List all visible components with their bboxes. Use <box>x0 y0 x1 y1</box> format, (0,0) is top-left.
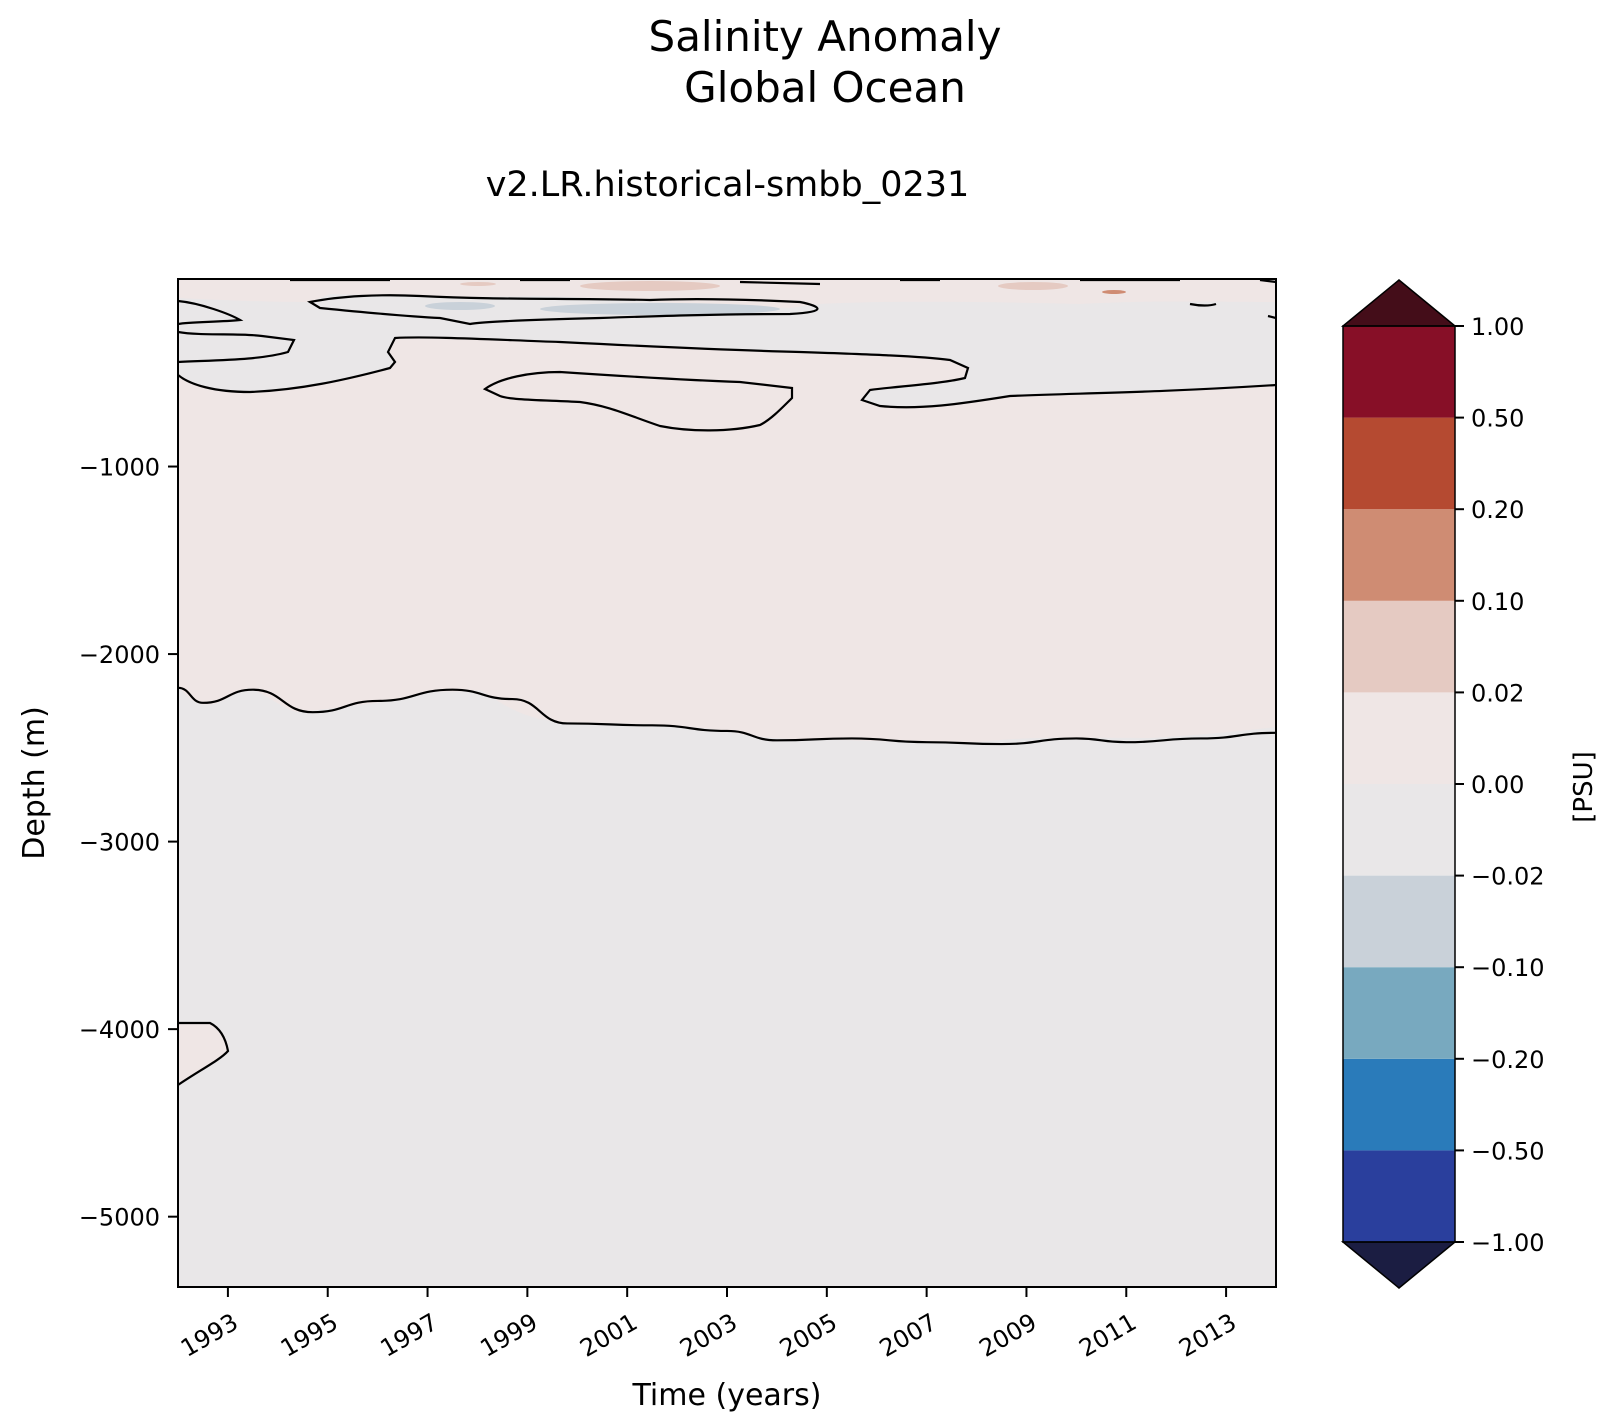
weak-positive-patch-4 <box>460 282 496 286</box>
y-axis-label: Depth (m) <box>17 706 52 860</box>
x-tick-label: 1995 <box>276 1308 343 1363</box>
x-tick-label: 1997 <box>376 1308 443 1363</box>
colorbar-tick-label: 0.10 <box>1471 588 1524 616</box>
x-tick-label: 2005 <box>775 1308 842 1363</box>
chart-title-line1: Salinity Anomaly <box>648 12 1002 61</box>
weak-positive-patch <box>580 281 720 291</box>
colorbar-tick-label: 0.50 <box>1471 405 1524 433</box>
zero-contour-deep-boundary <box>178 686 1276 746</box>
weak-positive-patch-3 <box>1102 290 1126 294</box>
colorbar-tick-label: −0.50 <box>1471 1137 1545 1165</box>
colorbar-segment <box>1343 509 1455 601</box>
y-tick-label: −2000 <box>79 641 160 669</box>
x-tick-label: 2011 <box>1074 1308 1141 1363</box>
y-tick-label: −1000 <box>79 454 160 482</box>
x-tick-label: 1993 <box>176 1308 243 1363</box>
colorbar-segment <box>1343 1058 1455 1151</box>
colorbar-segment <box>1343 692 1455 784</box>
colorbar-tick-label: −0.20 <box>1471 1046 1545 1074</box>
colorbar-segment <box>1343 600 1455 693</box>
zero-contour-tongue-3 <box>306 294 819 326</box>
colorbar-under-extension <box>1340 1241 1458 1289</box>
colorbar-tick-label: −0.02 <box>1471 863 1545 891</box>
weak-negative-patch <box>540 303 780 315</box>
y-tick-label: −3000 <box>79 829 160 857</box>
x-tick-label: 2003 <box>675 1308 742 1363</box>
x-tick-label: 2007 <box>875 1308 942 1363</box>
colorbar-tick-label: 1.00 <box>1471 313 1524 341</box>
x-axis-label: Time (years) <box>632 1378 822 1413</box>
colorbar-tick-label: 0.00 <box>1471 771 1524 799</box>
colorbar-tick-label: 0.02 <box>1471 679 1524 707</box>
y-tick-label: −5000 <box>79 1204 160 1232</box>
colorbar-segment <box>1343 967 1455 1059</box>
zero-contour-pocket <box>178 1021 230 1086</box>
x-tick-label: 1999 <box>475 1308 542 1363</box>
x-axis: 1993 1995 1997 1999 2001 2003 2005 2007 2009 2011… <box>176 1287 1241 1363</box>
colorbar-segment <box>1343 784 1455 876</box>
colorbar-over-extension <box>1340 279 1458 327</box>
zero-contour-upper-boundary <box>178 336 1276 409</box>
colorbar-segment <box>1343 1150 1455 1242</box>
positive-anomaly-pocket <box>178 1023 228 1085</box>
zero-contour-tongue-2 <box>178 299 244 326</box>
colorbar: −1.00 −0.50 −0.20 −0.10 −0.02 0.00 0.02 0.10 0.2… <box>1340 279 1545 1289</box>
x-tick-label: 2013 <box>1174 1308 1241 1363</box>
colorbar-label: [PSU] <box>1569 751 1599 823</box>
colorbar-tick-label: −0.10 <box>1471 954 1545 982</box>
colorbar-segment <box>1343 875 1455 968</box>
colorbar-segment <box>1343 326 1455 418</box>
zero-contour-lens <box>482 370 794 432</box>
colorbar-tick-label: −1.00 <box>1471 1229 1545 1257</box>
colorbar-segment <box>1343 417 1455 510</box>
colorbar-tick-label: 0.20 <box>1471 496 1524 524</box>
chart-title-line2: Global Ocean <box>684 63 966 112</box>
y-tick-label: −4000 <box>79 1016 160 1044</box>
x-tick-label: 2009 <box>975 1308 1042 1363</box>
zero-contour-tongue <box>178 330 296 364</box>
weak-negative-patch-small <box>425 302 495 310</box>
chart-subtitle: v2.LR.historical-smbb_0231 <box>485 165 970 205</box>
zero-contour-right-edge <box>1189 302 1276 320</box>
weak-positive-patch-2 <box>998 282 1068 290</box>
x-tick-label: 2001 <box>575 1308 642 1363</box>
positive-anomaly-region <box>178 337 1276 743</box>
y-axis: −1000 −2000 −3000 −4000 −5000 <box>79 454 178 1232</box>
